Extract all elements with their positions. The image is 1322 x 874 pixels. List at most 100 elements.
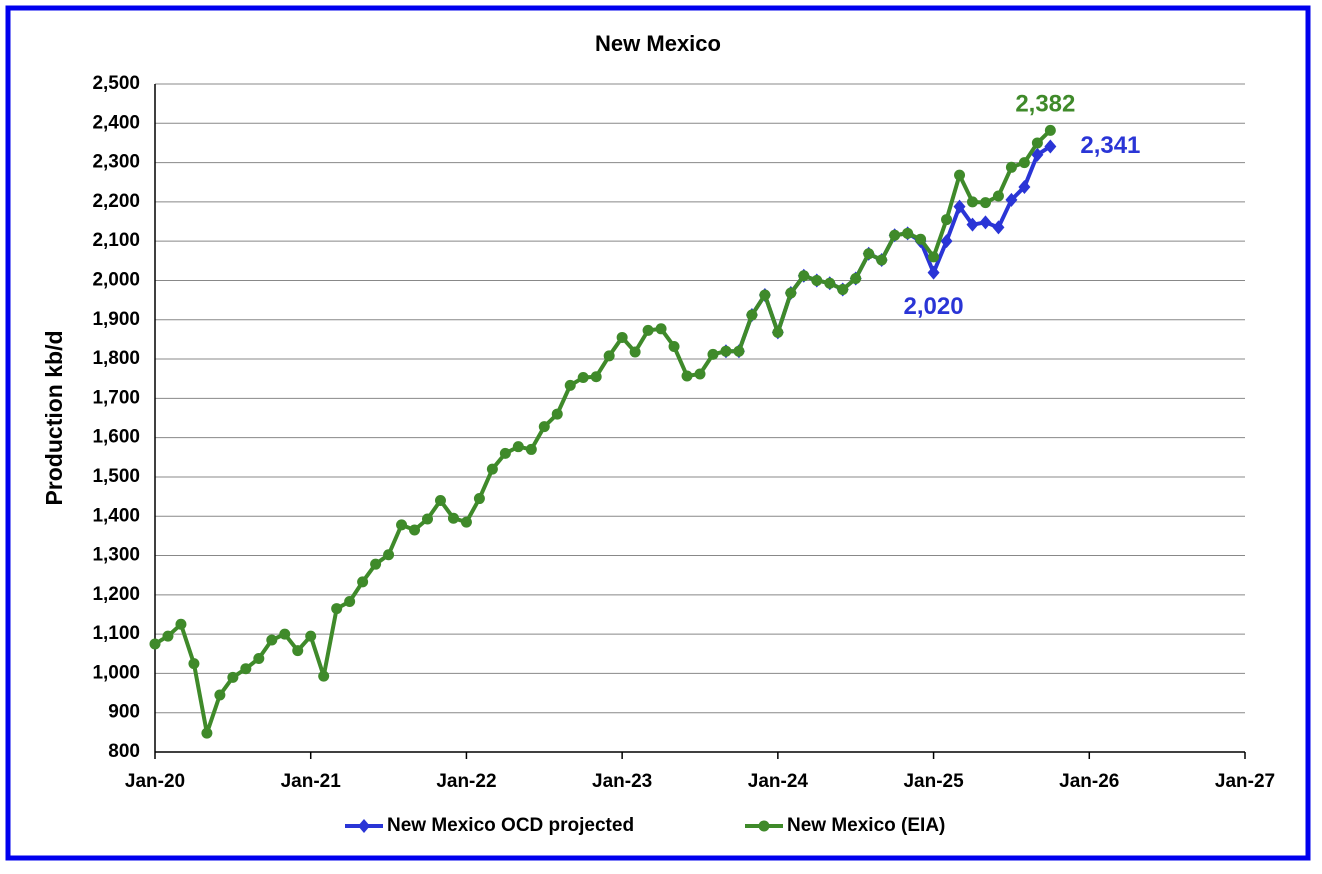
point (590, 371, 602, 383)
x-tick-label: Jan-22 (436, 771, 496, 792)
point (409, 524, 421, 536)
point (694, 368, 706, 380)
data-label: 2,382 (1015, 91, 1075, 118)
point (902, 227, 914, 239)
legend-marker (758, 820, 770, 832)
point (214, 689, 226, 701)
point (966, 217, 979, 232)
x-tick-label: Jan-27 (1215, 771, 1275, 792)
point (603, 350, 615, 362)
y-tick-label: 1,100 (92, 623, 140, 644)
point (447, 512, 459, 524)
y-tick-label: 1,200 (92, 584, 140, 605)
point (954, 169, 966, 181)
point (331, 603, 343, 615)
point (344, 596, 356, 608)
point (941, 214, 953, 226)
point (837, 284, 849, 296)
point (175, 618, 187, 630)
point (927, 265, 940, 280)
point (850, 273, 862, 285)
point (928, 251, 940, 263)
point (1018, 157, 1030, 169)
y-tick-label: 800 (108, 741, 140, 762)
point (629, 346, 641, 358)
point (577, 372, 589, 384)
point (655, 323, 667, 335)
data-label: 2,341 (1080, 132, 1140, 159)
legend-label: New Mexico (EIA) (787, 815, 945, 836)
point (149, 638, 161, 650)
point (1005, 161, 1017, 173)
x-tick-label: Jan-21 (281, 771, 342, 792)
x-tick-label: Jan-23 (592, 771, 652, 792)
point (979, 215, 992, 230)
point (1005, 192, 1018, 207)
point (772, 326, 784, 338)
point (681, 370, 693, 382)
x-tick-label: Jan-24 (748, 771, 809, 792)
y-tick-label: 1,400 (92, 505, 140, 526)
point (292, 645, 304, 657)
point (162, 630, 174, 642)
point (720, 345, 732, 357)
point (525, 443, 537, 455)
point (305, 630, 317, 642)
point (707, 348, 719, 360)
point (422, 513, 433, 525)
point (940, 234, 953, 249)
chart-frame (5, 5, 1311, 861)
y-tick-label: 900 (108, 702, 140, 723)
y-axis-title: Production kb/d (41, 330, 67, 505)
point (383, 549, 395, 561)
point (370, 558, 382, 570)
y-tick-label: 1,000 (92, 662, 140, 683)
point (460, 516, 472, 528)
point (824, 277, 836, 289)
point (733, 345, 745, 357)
point (1044, 139, 1057, 154)
y-tick-label: 1,800 (92, 348, 140, 369)
point (668, 340, 680, 352)
point (357, 576, 369, 588)
point (1018, 179, 1031, 194)
data-label: 2,020 (904, 293, 964, 320)
point (967, 196, 978, 208)
point (616, 331, 628, 343)
point (979, 197, 991, 209)
point (811, 274, 823, 286)
point (188, 658, 200, 670)
legend-marker (358, 819, 370, 833)
point (1031, 147, 1044, 162)
point (253, 652, 265, 664)
y-tick-label: 2,300 (92, 152, 140, 173)
point (473, 493, 485, 505)
point (953, 199, 966, 214)
point (227, 671, 239, 683)
point (992, 220, 1005, 235)
x-tick-label: Jan-20 (125, 771, 185, 792)
point (240, 663, 252, 675)
point (266, 634, 278, 646)
point (798, 270, 810, 282)
point (512, 441, 524, 453)
point (564, 379, 576, 391)
y-tick-label: 2,100 (92, 230, 140, 251)
point (759, 289, 771, 301)
y-tick-label: 2,500 (92, 73, 140, 94)
point (486, 463, 498, 475)
y-tick-label: 1,700 (92, 387, 140, 408)
point (642, 324, 654, 336)
chart-title: New Mexico (595, 31, 721, 56)
point (1044, 124, 1056, 136)
y-tick-label: 2,000 (92, 269, 140, 290)
point (992, 190, 1004, 202)
y-tick-label: 1,600 (92, 427, 140, 448)
point (396, 519, 408, 531)
point (863, 248, 875, 260)
point (434, 495, 446, 507)
point (201, 727, 213, 739)
point (889, 229, 901, 241)
point (551, 408, 563, 420)
